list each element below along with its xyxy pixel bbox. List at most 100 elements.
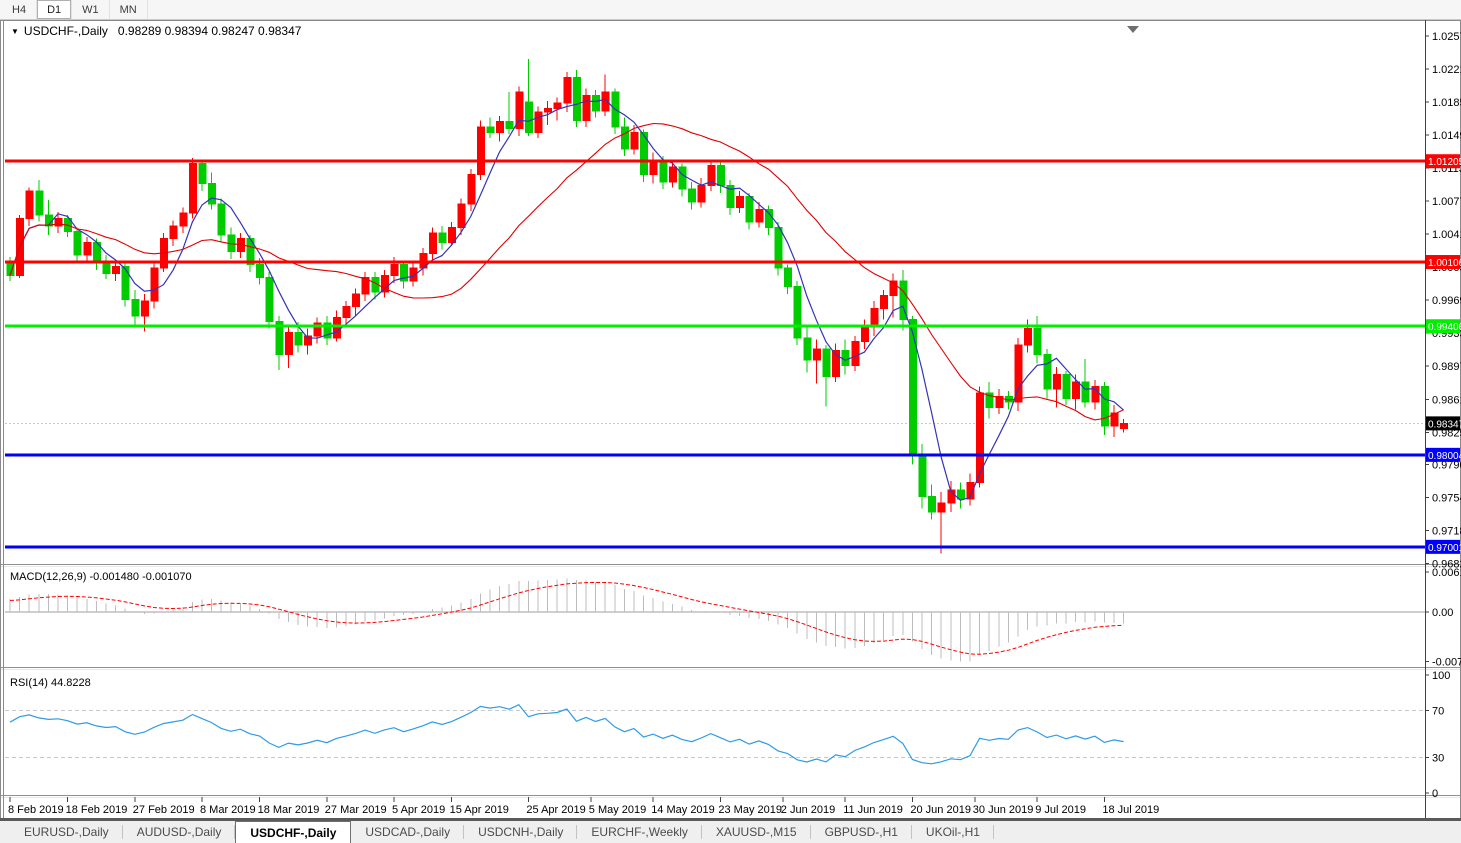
date-tick-label: 27 Mar 2019 [325, 804, 387, 816]
chart-tabs-bar: EURUSD-,Daily AUDUSD-,Daily USDCHF-,Daily U… [0, 821, 1461, 843]
candle-down [1081, 381, 1090, 403]
candle-down [73, 230, 82, 256]
candle-up [668, 166, 677, 183]
candle-down [841, 350, 850, 366]
candle-up [1052, 373, 1061, 390]
candle-down [793, 285, 802, 339]
candle-up [313, 322, 322, 337]
current-price-badge-label: 0.98347 [1428, 419, 1461, 430]
date-tick-label: 8 Mar 2019 [200, 804, 256, 816]
candle-up [1024, 328, 1033, 346]
price-level-badge-label: 0.99406 [1428, 322, 1461, 333]
tab-eurusd-daily[interactable]: EURUSD-,Daily [10, 821, 123, 843]
candle-down [217, 203, 226, 236]
date-tick-label: 20 Jun 2019 [910, 804, 971, 816]
candle-up [284, 331, 293, 355]
price-level-badge [1426, 447, 1460, 462]
tab-usdcnh-daily[interactable]: USDCNH-,Daily [464, 821, 578, 843]
candle-up [995, 396, 1004, 409]
candle-down [1100, 385, 1109, 427]
rsi-line [9, 703, 1124, 765]
price-tick-label: 1.02210 [1432, 64, 1461, 76]
candle-down [208, 183, 217, 205]
candle-up [966, 482, 975, 500]
candle-up [1072, 381, 1081, 399]
price-chart-canvas[interactable]: 1.025701.022101.018501.014901.011301.007… [0, 20, 1461, 821]
candle-up [467, 174, 476, 205]
tab-usdcad-daily[interactable]: USDCAD-,Daily [351, 821, 464, 843]
date-tick-label: 18 Jul 2019 [1102, 804, 1159, 816]
candle-down [121, 265, 130, 300]
candle-down [726, 185, 735, 209]
candle-up [937, 502, 946, 513]
candle-down [265, 276, 274, 322]
candle-down [323, 322, 332, 339]
candle-down [716, 164, 725, 187]
price-tick-label: 1.00770 [1432, 196, 1461, 208]
candle-down [486, 126, 495, 133]
candle-down [640, 131, 649, 176]
price-tick-label: 1.00410 [1432, 229, 1461, 241]
macd-tick-label: -0.00761 [1432, 657, 1461, 669]
candle-down [784, 267, 793, 287]
date-tick-label: 5 May 2019 [589, 804, 646, 816]
candle-up [496, 120, 505, 133]
candle-down [985, 392, 994, 409]
tf-button-d1[interactable]: D1 [37, 0, 73, 19]
candle-up [342, 306, 351, 319]
price-level-badge [1426, 255, 1460, 270]
current-price-badge [1426, 416, 1460, 431]
candle-up [352, 293, 361, 308]
macd-signal-line [9, 582, 1124, 655]
price-level-badge [1426, 539, 1460, 554]
date-tick-label: 8 Feb 2019 [8, 804, 64, 816]
date-tick-label: 2 Jun 2019 [781, 804, 835, 816]
ma-fast-line [9, 98, 1124, 501]
candle-up [112, 265, 121, 275]
chart-shift-marker-icon[interactable] [1127, 26, 1139, 33]
candle-up [534, 111, 543, 133]
rsi-tick-label: 70 [1432, 705, 1444, 717]
candle-up [889, 280, 898, 297]
date-tick-label: 15 Apr 2019 [450, 804, 509, 816]
chart-window[interactable]: 1.025701.022101.018501.014901.011301.007… [0, 20, 1461, 821]
candle-down [131, 298, 140, 317]
date-tick-label: 27 Feb 2019 [133, 804, 195, 816]
price-tick-label: 0.98970 [1432, 361, 1461, 373]
candle-up [54, 218, 63, 227]
tab-xauusd-m15[interactable]: XAUUSD-,M15 [702, 821, 811, 843]
tf-button-mn[interactable]: MN [110, 0, 148, 19]
price-tick-label: 0.97180 [1432, 525, 1461, 537]
tab-eurchf-weekly[interactable]: EURCHF-,Weekly [577, 821, 703, 843]
price-level-badge-label: 0.98004 [1428, 451, 1461, 462]
candle-up [380, 274, 389, 293]
candle-up [582, 95, 591, 121]
date-tick-label: 14 May 2019 [651, 804, 715, 816]
candle-up [169, 225, 178, 240]
candle-up [83, 241, 92, 256]
date-tick-label: 23 May 2019 [718, 804, 782, 816]
tab-gbpusd-h1[interactable]: GBPUSD-,H1 [811, 821, 913, 843]
candle-down [438, 232, 447, 243]
candle-up [409, 267, 418, 282]
candle-up [563, 76, 572, 104]
tf-button-w1[interactable]: W1 [72, 0, 110, 19]
candle-up [851, 340, 860, 366]
date-tick-label: 11 Jun 2019 [843, 804, 903, 816]
candle-down [764, 208, 773, 229]
candle-up [448, 227, 457, 243]
candle-down [198, 163, 207, 185]
candle-down [1033, 328, 1042, 355]
tab-ukoil-h1[interactable]: UKOil-,H1 [912, 821, 994, 843]
tab-usdchf-daily[interactable]: USDCHF-,Daily [235, 821, 352, 843]
tf-button-h4[interactable]: H4 [2, 0, 38, 19]
candle-up [428, 232, 437, 254]
rsi-tick-label: 100 [1432, 670, 1450, 682]
candle-down [524, 101, 533, 133]
rsi-tick-label: 0 [1432, 788, 1438, 800]
tab-audusd-daily[interactable]: AUDUSD-,Daily [123, 821, 236, 843]
candle-down [35, 190, 44, 216]
candle-down [572, 76, 581, 121]
candle-down [918, 454, 927, 497]
candle-down [745, 196, 754, 223]
